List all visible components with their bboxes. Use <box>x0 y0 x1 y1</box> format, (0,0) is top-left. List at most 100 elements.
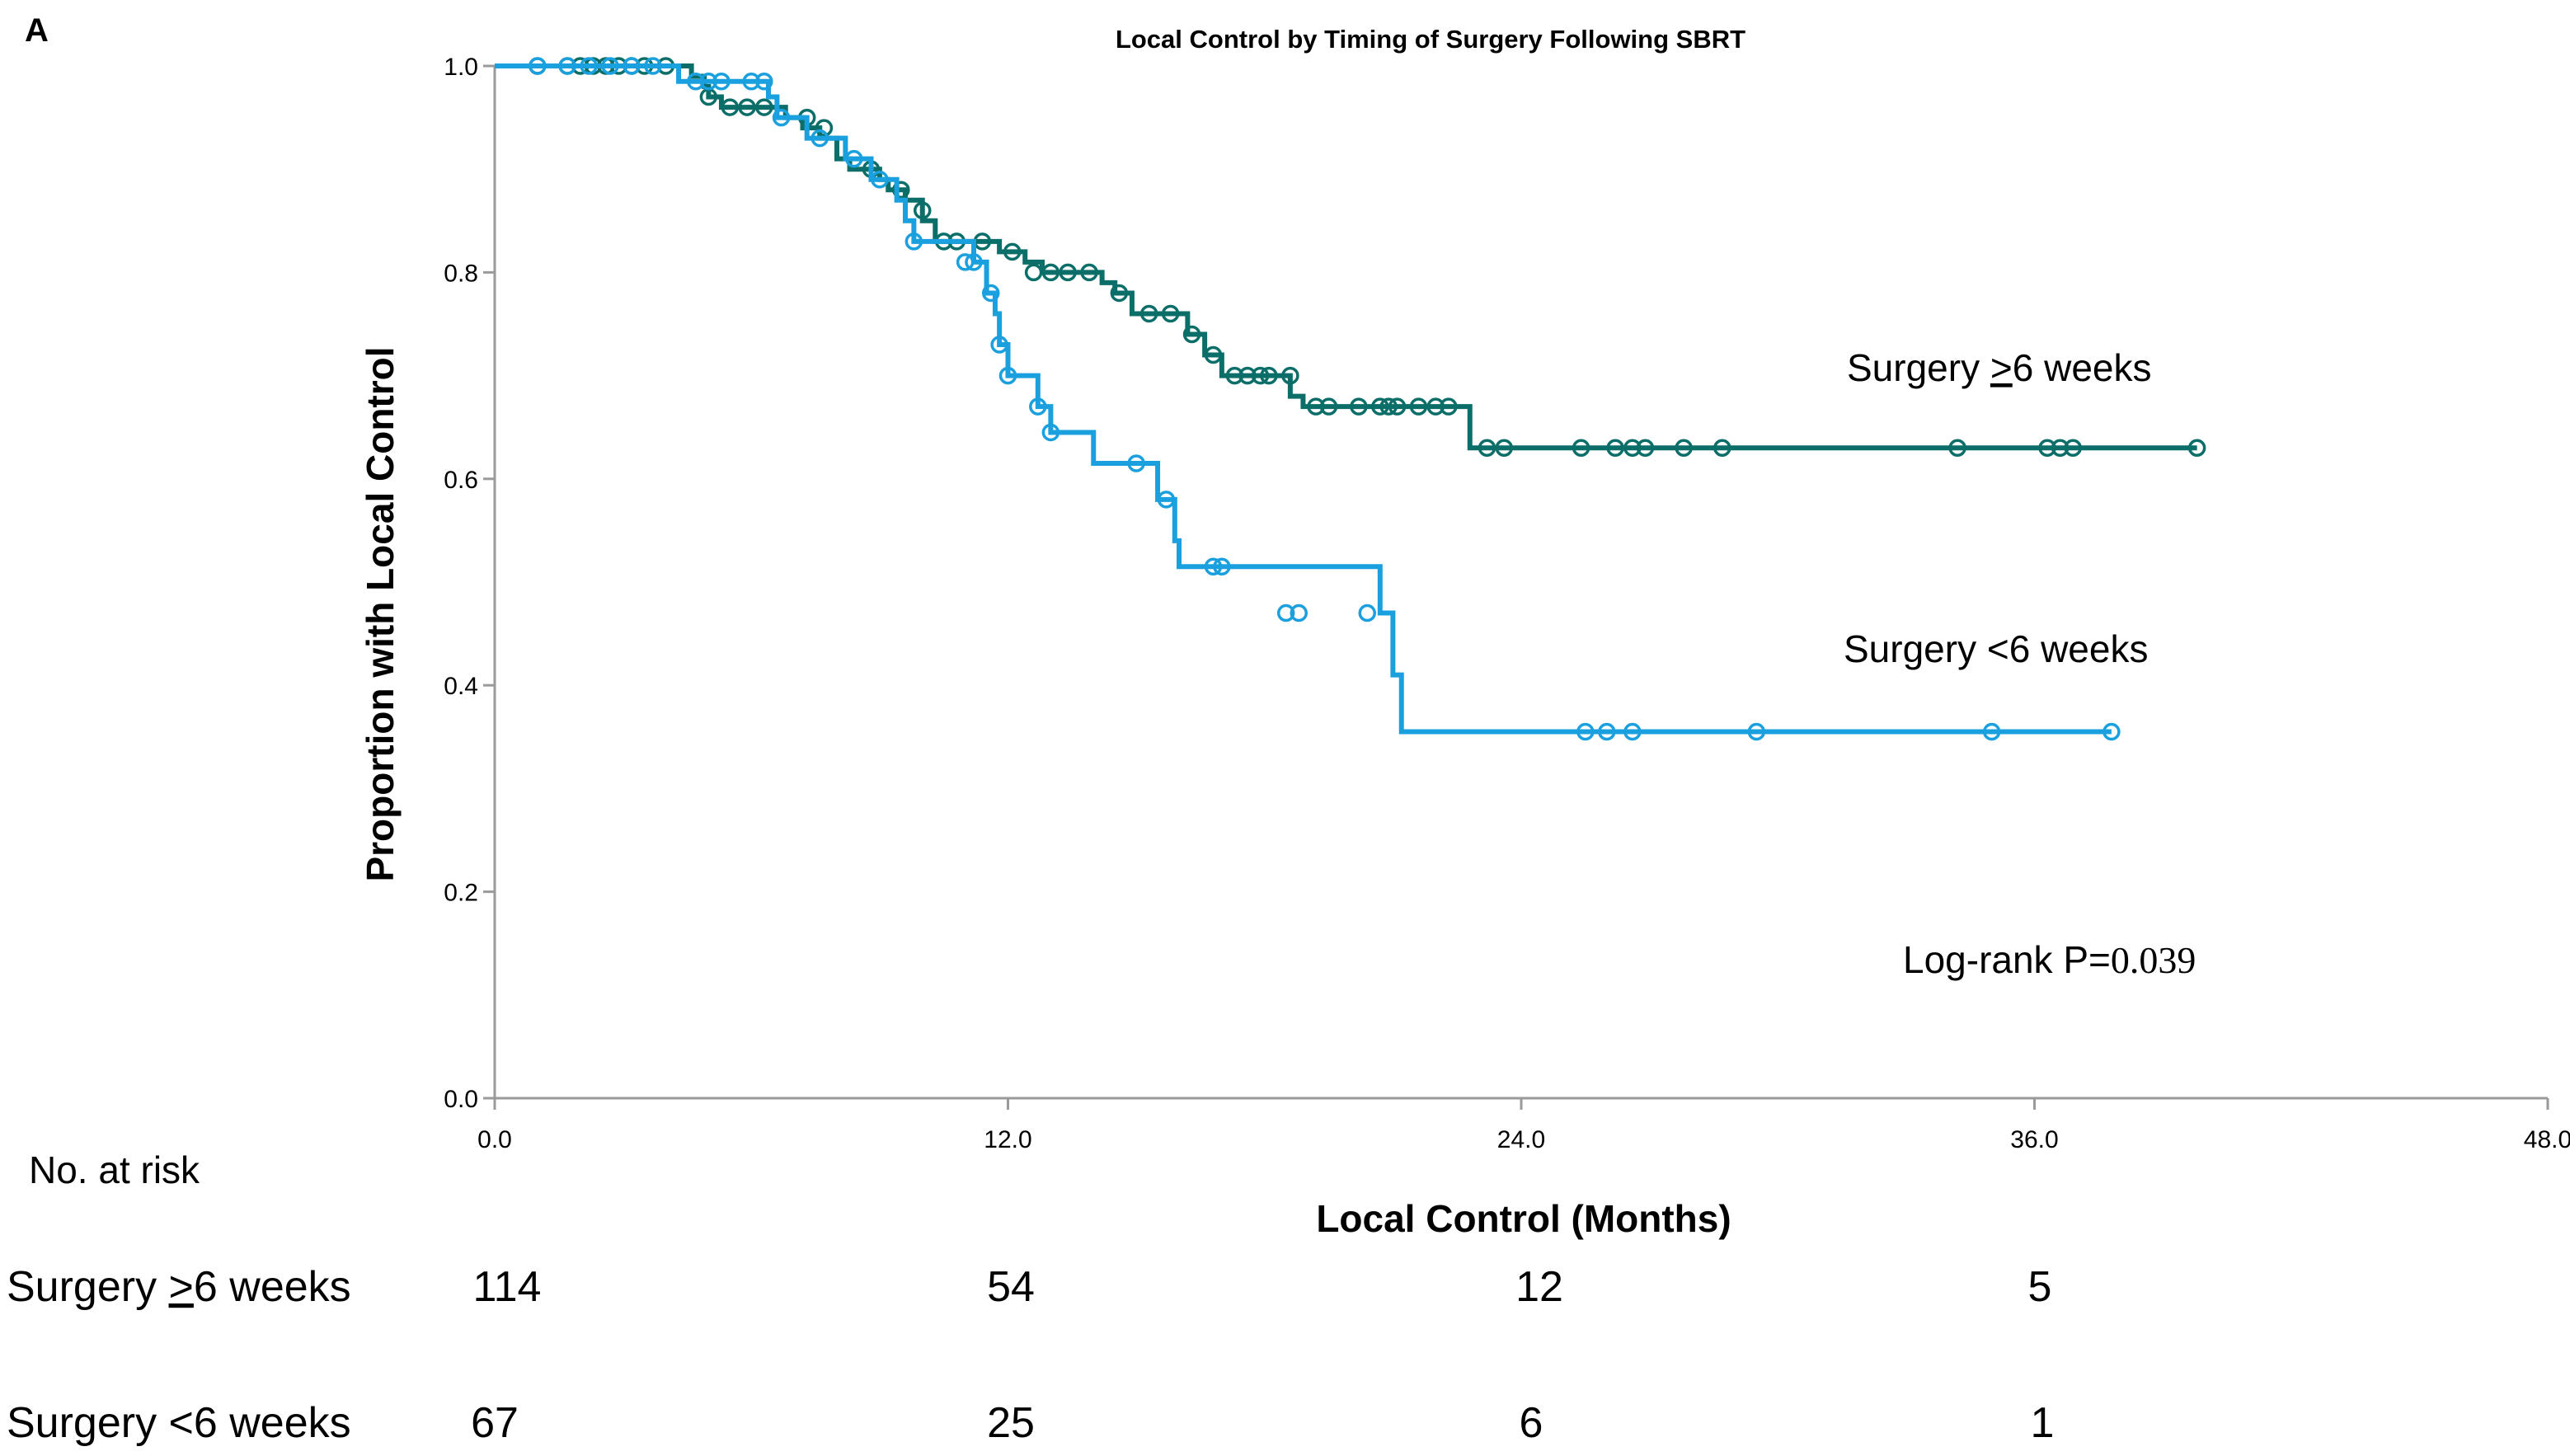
censor-mark-lt6 <box>712 73 731 91</box>
censor-mark-lt6 <box>810 129 829 148</box>
y-tick-label: 0.0 <box>444 1086 478 1113</box>
censor-mark-ge6 <box>1478 439 1496 457</box>
censor-mark-ge6 <box>1041 263 1060 282</box>
censor-mark-ge6 <box>815 119 834 137</box>
y-tick-label: 0.8 <box>444 260 478 287</box>
censor-mark-lt6 <box>998 366 1017 385</box>
censor-mark-ge6 <box>1675 439 1693 457</box>
logrank-annotation: Log-rank P=0.039 <box>1903 938 2196 981</box>
censor-mark-lt6 <box>623 57 641 75</box>
censor-mark-ge6 <box>721 98 740 116</box>
censor-mark-ge6 <box>1225 366 1244 385</box>
censor-mark-ge6 <box>1636 439 1655 457</box>
censor-mark-ge6 <box>1161 304 1180 323</box>
censor-mark-ge6 <box>1182 325 1201 344</box>
x-tick-label: 24.0 <box>1497 1126 1545 1153</box>
censor-mark-lt6 <box>755 73 773 91</box>
y-tick-label: 1.0 <box>444 54 478 81</box>
censor-mark-lt6 <box>529 57 547 75</box>
censor-mark-lt6 <box>580 57 598 75</box>
censor-mark-ge6 <box>1350 397 1368 416</box>
censor-mark-lt6 <box>1127 454 1145 472</box>
logrank-prefix: Log-rank P= <box>1903 938 2111 981</box>
censor-mark-ge6 <box>755 98 773 116</box>
x-tick-label: 48.0 <box>2524 1126 2570 1153</box>
censor-mark-lt6 <box>1204 557 1223 575</box>
censor-mark-ge6 <box>1572 439 1590 457</box>
censor-mark-lt6 <box>990 336 1008 354</box>
series-layer <box>495 57 2206 741</box>
censor-mark-ge6 <box>738 98 756 116</box>
series-label-ge6-text: Surgery <box>1847 346 1990 389</box>
censor-mark-lt6 <box>1982 722 2001 741</box>
censor-mark-lt6 <box>1157 491 1176 509</box>
survival-curve-ge6 <box>495 63 2197 451</box>
censor-mark-ge6 <box>1139 304 1158 323</box>
censor-mark-ge6 <box>1426 397 1445 416</box>
censor-mark-ge6 <box>914 201 932 220</box>
censor-mark-lt6 <box>687 73 705 91</box>
censor-mark-ge6 <box>1204 345 1223 364</box>
censor-mark-lt6 <box>1290 604 1308 622</box>
risk-row-lt6-value-0: 67 <box>471 1399 519 1447</box>
censor-mark-lt6 <box>1598 722 1616 741</box>
censor-mark-ge6 <box>1260 366 1278 385</box>
censor-mark-lt6 <box>845 149 863 168</box>
y-tick-label: 0.2 <box>444 880 478 907</box>
risk-row-ge6-label-rest: 6 weeks <box>194 1263 351 1311</box>
risk-row-ge6-value-3: 5 <box>2028 1263 2052 1311</box>
censor-mark-ge6 <box>1110 284 1129 303</box>
risk-row-ge6-label: Surgery >6 weeks <box>7 1263 351 1311</box>
risk-row-lt6-value-3: 1 <box>2031 1399 2055 1447</box>
censor-mark-ge6 <box>2064 439 2082 457</box>
censor-mark-ge6 <box>2187 439 2206 457</box>
x-tick-label: 12.0 <box>984 1126 1031 1153</box>
censor-mark-ge6 <box>1319 397 1338 416</box>
series-label-ge6-underlined: > <box>1990 346 2013 389</box>
risk-row-lt6-label: Surgery <6 weeks <box>7 1399 351 1447</box>
risk-row-lt6-value-2: 6 <box>1520 1399 1543 1447</box>
censor-mark-lt6 <box>904 232 923 251</box>
censor-mark-ge6 <box>1409 397 1428 416</box>
x-ticks: 0.0 12.0 24.0 36.0 48.0 <box>477 1098 2570 1153</box>
censor-mark-ge6 <box>1080 263 1098 282</box>
censor-mark-lt6 <box>699 73 718 91</box>
censor-mark-ge6 <box>1606 439 1624 457</box>
censor-mark-lt6 <box>1029 397 1047 416</box>
risk-row-ge6-label-text: Surgery <box>7 1263 169 1311</box>
censor-mark-lt6 <box>1358 604 1376 622</box>
censor-mark-ge6 <box>1281 366 1299 385</box>
censor-mark-lt6 <box>601 57 619 75</box>
logrank-value: 0.039 <box>2111 939 2196 981</box>
panel-label: A <box>25 12 49 49</box>
risk-table-header: No. at risk <box>29 1148 200 1191</box>
censor-mark-ge6 <box>1623 439 1642 457</box>
censor-mark-lt6 <box>1576 722 1595 741</box>
censor-mark-lt6 <box>982 284 1000 303</box>
x-tick-label: 0.0 <box>477 1126 512 1153</box>
censor-mark-lt6 <box>956 253 975 271</box>
censor-mark-ge6 <box>1238 366 1257 385</box>
y-ticks: 0.0 0.2 0.4 0.6 0.8 1.0 <box>444 54 495 1113</box>
censor-mark-lt6 <box>2103 722 2121 741</box>
censor-mark-ge6 <box>2051 439 2070 457</box>
series-label-ge6: Surgery >6 weeks <box>1847 346 2151 389</box>
censor-mark-lt6 <box>772 108 791 127</box>
censor-mark-ge6 <box>2038 439 2056 457</box>
y-axis-label: Proportion with Local Control <box>359 346 402 881</box>
x-axis-label: Local Control (Months) <box>1316 1197 1731 1240</box>
censor-mark-lt6 <box>742 73 760 91</box>
series-label-lt6: Surgery <6 weeks <box>1844 627 2148 670</box>
censor-mark-lt6 <box>965 253 983 271</box>
censor-mark-ge6 <box>892 181 910 199</box>
censor-mark-lt6 <box>1276 604 1295 622</box>
censor-mark-ge6 <box>1948 439 1966 457</box>
censor-mark-ge6 <box>1713 439 1731 457</box>
risk-row-lt6-value-1: 25 <box>987 1399 1035 1447</box>
axes: 0.0 0.2 0.4 0.6 0.8 1.0 0.0 12.0 24.0 36.0 48.0 <box>444 54 2570 1153</box>
censor-mark-ge6 <box>1388 397 1407 416</box>
censor-mark-ge6 <box>1307 397 1325 416</box>
survival-curve-lt6 <box>495 63 2112 735</box>
censor-mark-ge6 <box>1251 366 1270 385</box>
